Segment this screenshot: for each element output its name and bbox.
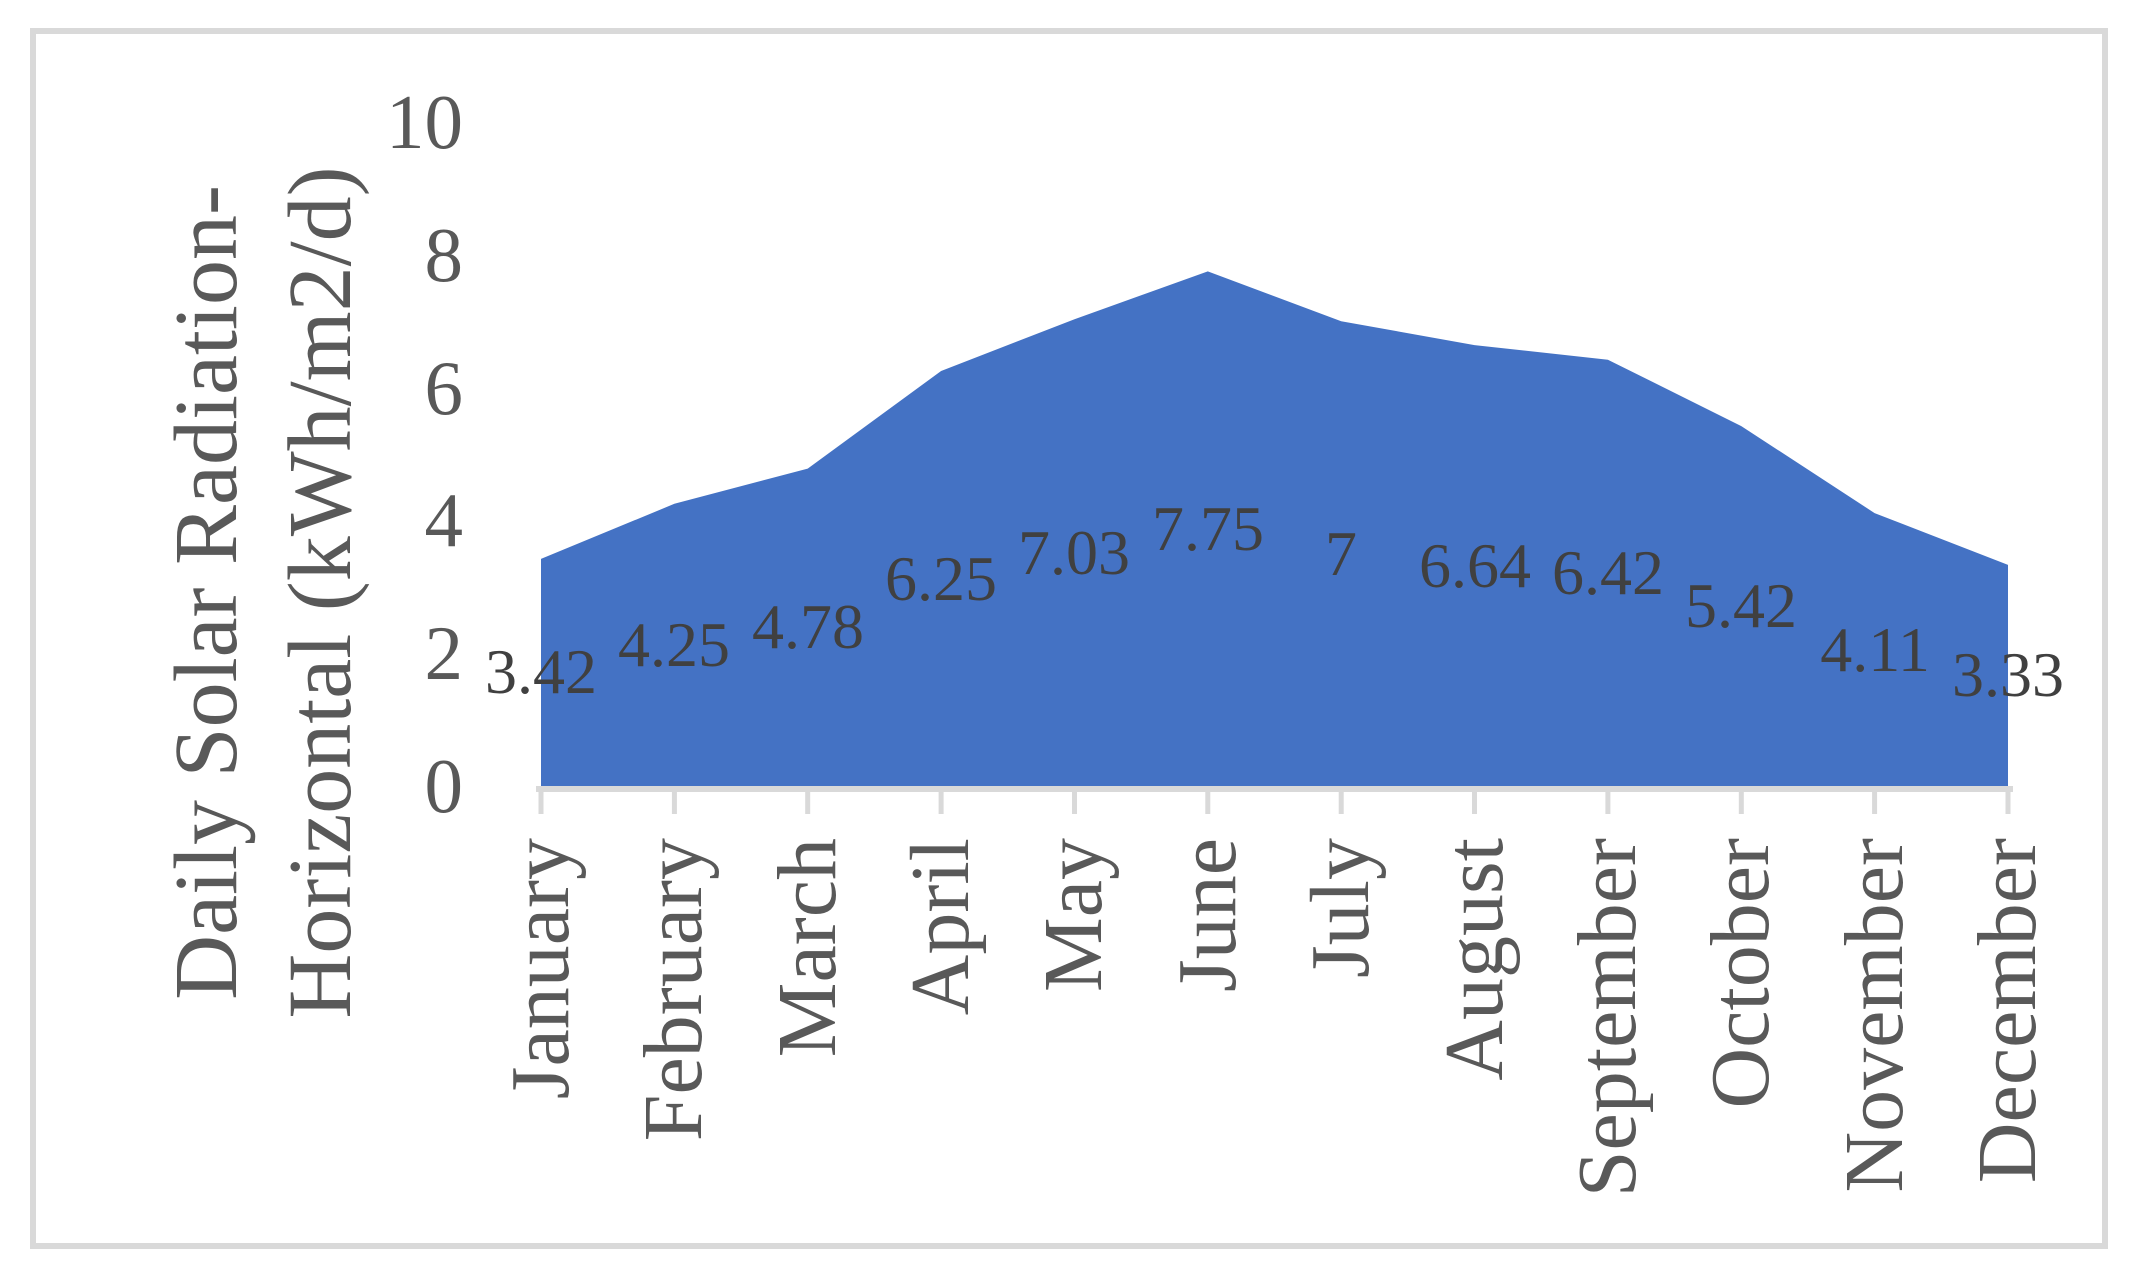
data-label: 3.33 <box>1952 639 2064 710</box>
x-axis-label-may: May <box>1027 838 1120 992</box>
figure-border <box>30 28 2108 1249</box>
x-axis-label-october: October <box>1694 838 1787 1109</box>
x-axis-tick-mark <box>2005 792 2011 814</box>
x-axis-label-july: July <box>1294 838 1387 979</box>
x-axis-tick-mark <box>671 792 677 814</box>
data-label: 5.42 <box>1685 570 1797 641</box>
x-axis-label-september: September <box>1561 838 1654 1198</box>
data-label: 6.25 <box>885 543 997 614</box>
x-axis-label-january: January <box>494 838 587 1100</box>
x-axis-line <box>536 786 2013 792</box>
x-axis-tick-mark <box>805 792 811 814</box>
area-series-polygon <box>541 271 2008 786</box>
data-label: 7.75 <box>1152 493 1264 564</box>
y-axis-tick-label: 0 <box>424 743 464 829</box>
x-axis-tick-mark <box>1605 792 1611 814</box>
x-axis-tick-mark <box>938 792 944 814</box>
data-label: 6.64 <box>1419 530 1531 601</box>
x-axis-label-february: February <box>627 838 720 1142</box>
y-axis-tick-label: 6 <box>424 345 464 431</box>
x-axis-label-june: June <box>1161 838 1254 992</box>
x-axis-tick-mark <box>1472 792 1477 814</box>
data-label: 7.03 <box>1018 517 1130 588</box>
y-axis-title-line1: Daily Solar Radiation- <box>157 185 256 1000</box>
x-axis-tick-mark <box>1738 792 1744 814</box>
x-axis-tick-mark <box>538 792 544 814</box>
x-axis-tick-mark <box>1872 792 1878 814</box>
data-label: 7 <box>1325 518 1357 589</box>
x-axis-label-december: December <box>1961 838 2054 1184</box>
y-axis-tick-label: 8 <box>424 212 464 298</box>
data-label: 4.25 <box>618 609 730 680</box>
x-axis-tick-mark <box>1072 792 1077 814</box>
x-axis-tick-mark <box>1338 792 1344 814</box>
x-axis-tick-mark <box>1205 792 1211 814</box>
y-axis-tick-label: 10 <box>386 79 463 165</box>
y-axis-tick-label: 4 <box>424 477 464 563</box>
x-axis-label-april: April <box>894 838 987 1016</box>
data-label: 6.42 <box>1552 537 1664 608</box>
x-axis-label-november: November <box>1828 838 1921 1193</box>
data-label: 4.78 <box>752 591 864 662</box>
data-label: 4.11 <box>1820 614 1930 685</box>
y-axis-tick-label: 2 <box>424 610 464 696</box>
data-label: 3.42 <box>485 636 597 707</box>
x-axis-label-march: March <box>761 838 854 1058</box>
x-axis-label-august: August <box>1428 838 1521 1081</box>
